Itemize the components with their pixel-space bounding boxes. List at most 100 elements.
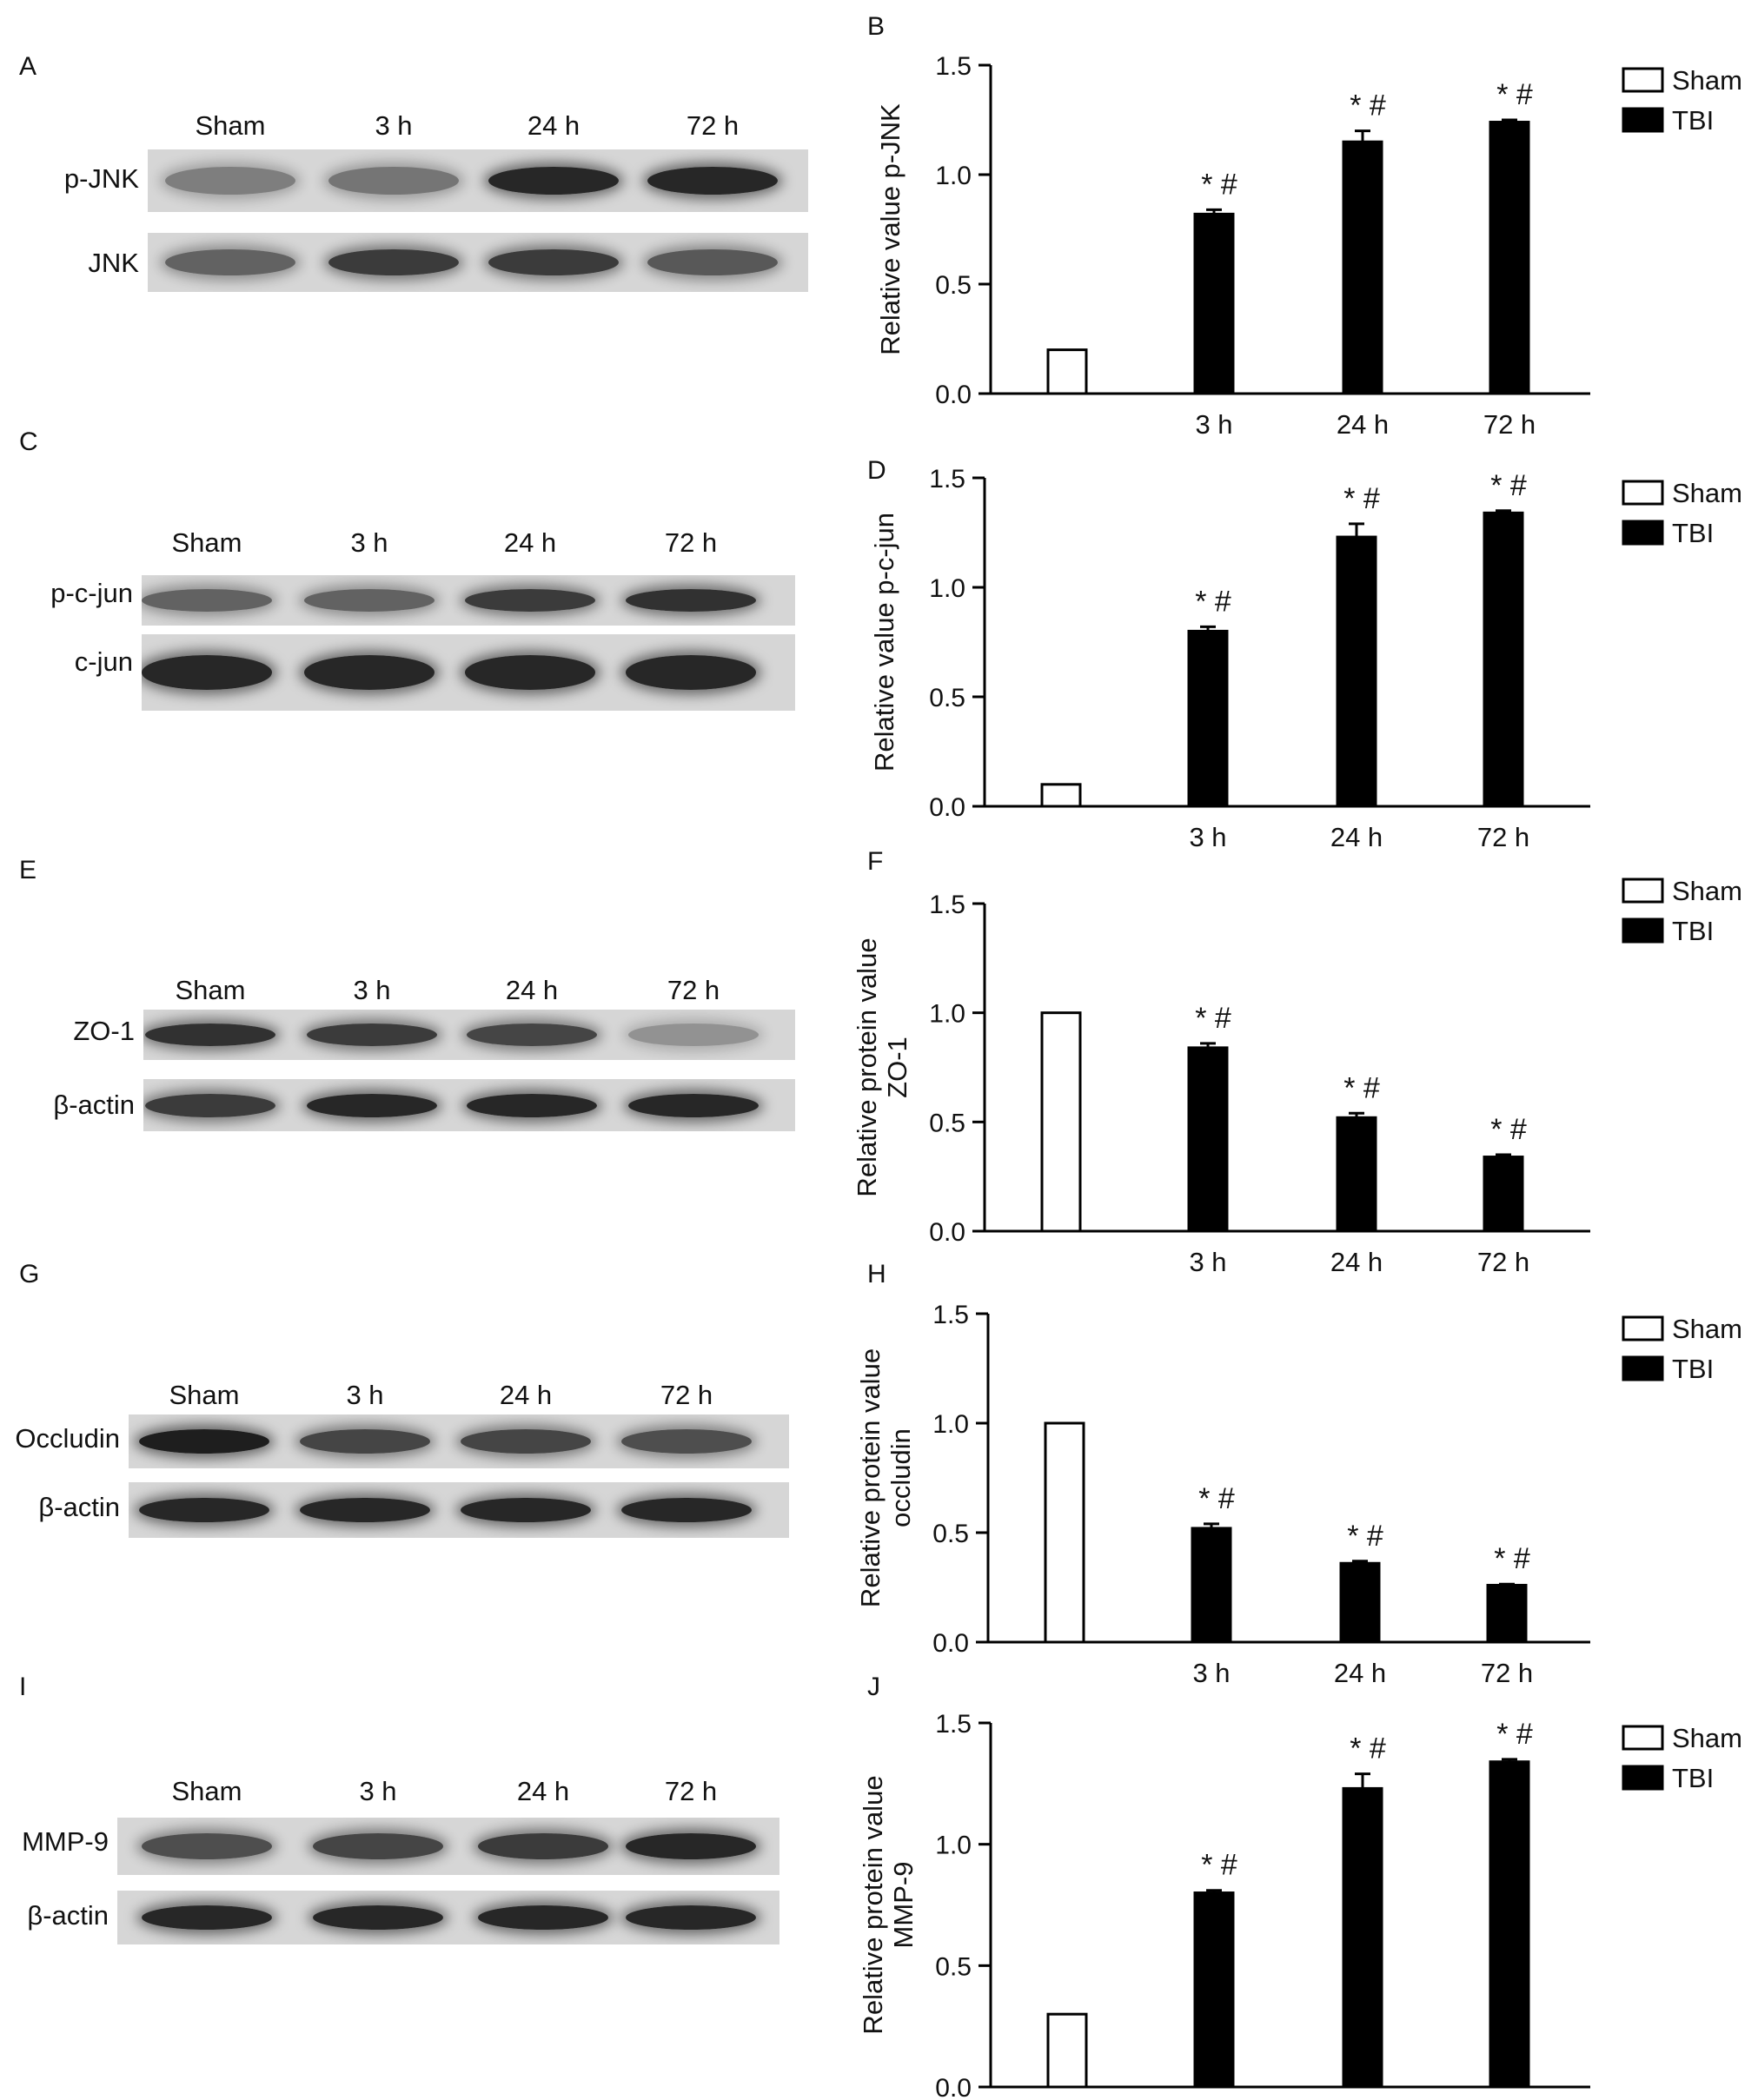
protein-label: c-jun: [74, 646, 133, 677]
y-axis-title: occludin: [886, 1428, 916, 1527]
panel-letter-chart: J: [867, 1673, 880, 1701]
protein-label: MMP-9: [22, 1826, 109, 1857]
x-tick-label: 24 h: [1330, 822, 1383, 852]
y-tick-label: 0.0: [932, 1629, 969, 1658]
bar-tbi: [1489, 121, 1530, 395]
bar-sham: [1044, 1421, 1085, 1644]
blot-band: [465, 655, 595, 690]
legend-swatch-sham: [1622, 1725, 1664, 1751]
panel-letter-blot: I: [19, 1673, 27, 1701]
blot-band: [313, 1905, 443, 1930]
significance-label: * #: [1494, 1542, 1530, 1575]
blot-strip: [117, 1891, 779, 1944]
blot-band: [139, 1497, 269, 1523]
blot-band: [139, 1429, 269, 1454]
protein-label: β-actin: [38, 1492, 120, 1522]
protein-label: β-actin: [53, 1090, 135, 1120]
legend-swatch-tbi: [1622, 918, 1664, 944]
panel-letter-blot: C: [19, 427, 38, 456]
blot-band: [328, 166, 459, 195]
blot-band: [165, 248, 295, 276]
blot-band: [142, 588, 272, 613]
lane-label: 24 h: [527, 110, 580, 141]
protein-label: JNK: [88, 248, 139, 278]
legend-swatch-sham: [1622, 480, 1664, 506]
significance-label: * #: [1350, 89, 1386, 123]
x-tick-label: 3 h: [1192, 1658, 1230, 1688]
lane-label: 72 h: [664, 1776, 718, 1806]
y-tick-label: 0.0: [929, 1218, 965, 1247]
legend-swatch-sham: [1622, 1315, 1664, 1341]
blot-band: [467, 1093, 597, 1117]
protein-label: ZO-1: [73, 1016, 135, 1046]
legend-label-sham: Sham: [1672, 876, 1742, 906]
blot-band: [621, 1429, 752, 1454]
significance-label: * #: [1496, 78, 1533, 111]
y-tick-label: 1.5: [935, 1710, 972, 1739]
blot-band: [313, 1833, 443, 1859]
lane-label: 72 h: [660, 1380, 713, 1410]
x-tick-label: 3 h: [1189, 1247, 1226, 1277]
blot-strip: [129, 1482, 789, 1538]
bar-tbi: [1483, 511, 1524, 808]
legend-swatch-tbi: [1622, 107, 1664, 133]
blot-band: [307, 1023, 437, 1047]
blot-strip: [148, 149, 808, 212]
blot-band: [628, 1023, 759, 1047]
lane-label: Sham: [195, 110, 266, 141]
lane-label: 72 h: [686, 110, 740, 141]
x-tick-label: 3 h: [1195, 409, 1232, 440]
blot-band: [621, 1497, 752, 1523]
significance-label: * #: [1347, 1520, 1383, 1553]
significance-label: * #: [1195, 585, 1231, 618]
blot-strip: [148, 233, 808, 292]
blot-strip: [143, 1079, 795, 1131]
y-axis-title: ZO-1: [882, 1037, 912, 1098]
blot-strip: [142, 634, 795, 711]
blot-band: [478, 1905, 608, 1930]
blot-band: [461, 1429, 591, 1454]
y-tick-label: 0.5: [935, 1952, 972, 1981]
panel-letter-chart: B: [867, 12, 886, 41]
bar-sham: [1046, 2012, 1088, 2089]
y-tick-label: 1.5: [929, 891, 965, 919]
legend-label-tbi: TBI: [1672, 916, 1714, 946]
blot-strip: [129, 1414, 789, 1468]
blot-band: [142, 1833, 272, 1859]
blot-band: [488, 248, 619, 276]
legend-label-sham: Sham: [1672, 1314, 1742, 1344]
blot-band: [461, 1497, 591, 1523]
legend-label-tbi: TBI: [1672, 1354, 1714, 1384]
y-tick-label: 0.5: [932, 1520, 969, 1548]
legend-swatch-tbi: [1622, 1765, 1664, 1791]
y-tick-label: 1.5: [932, 1301, 969, 1329]
lane-label: Sham: [171, 1776, 242, 1806]
lane-label: 72 h: [664, 527, 718, 558]
legend-label-sham: Sham: [1672, 65, 1742, 96]
blot-strip: [143, 1010, 795, 1060]
bar-sham: [1040, 1011, 1082, 1233]
bar-tbi: [1191, 1527, 1232, 1644]
y-axis-title: Relative protein value: [855, 1348, 886, 1607]
blot-band: [647, 248, 778, 276]
blot-band: [467, 1023, 597, 1047]
lane-label: 3 h: [353, 975, 391, 1005]
y-tick-label: 1.0: [935, 162, 972, 190]
legend-swatch-sham: [1622, 67, 1664, 93]
legend-label-tbi: TBI: [1672, 105, 1714, 136]
y-axis-title: MMP-9: [888, 1862, 919, 1949]
y-tick-label: 1.0: [929, 574, 965, 603]
panel-letter-chart: H: [867, 1260, 886, 1288]
lane-label: 3 h: [346, 1380, 384, 1410]
panel-letter-chart: F: [867, 847, 884, 876]
lane-label: 3 h: [350, 527, 388, 558]
blot-band: [300, 1497, 430, 1523]
protein-label: p-c-jun: [50, 578, 133, 608]
lane-label: 24 h: [499, 1380, 553, 1410]
significance-label: * #: [1195, 1002, 1231, 1035]
significance-label: * #: [1343, 1071, 1380, 1104]
y-axis-title: Relative protein value: [858, 1775, 888, 2034]
y-tick-label: 0.5: [929, 1109, 965, 1137]
bar-tbi: [1187, 1046, 1229, 1233]
